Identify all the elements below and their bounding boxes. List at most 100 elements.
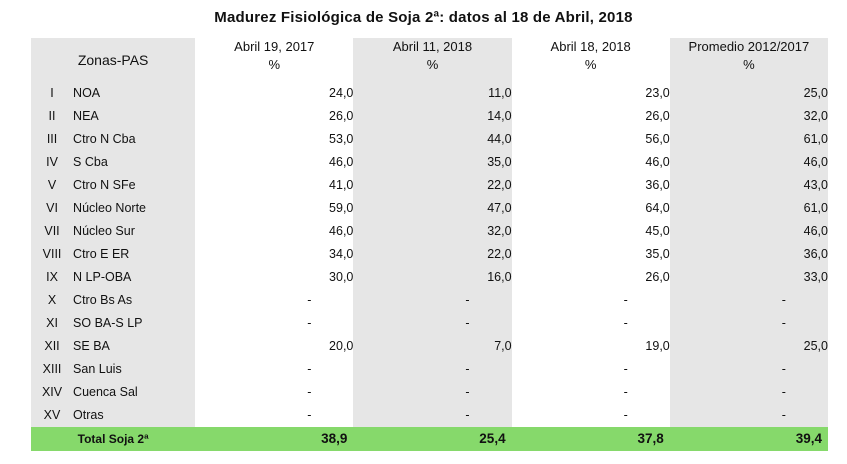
value-cell: - bbox=[623, 408, 628, 422]
zone-number: III bbox=[31, 128, 74, 151]
value-cell: 35,0 bbox=[645, 247, 670, 261]
column-header-label: Abril 18, 2018 bbox=[550, 39, 631, 54]
total-value: 37,8 bbox=[511, 427, 670, 451]
value-cell: 46,0 bbox=[329, 224, 354, 238]
total-value: 38,9 bbox=[195, 427, 354, 451]
value-cell: - bbox=[307, 408, 312, 422]
value-cell: 16,0 bbox=[353, 266, 512, 289]
value-cell: 11,0 bbox=[353, 82, 512, 105]
zone-number: XIV bbox=[31, 381, 74, 404]
zone-name: Otras bbox=[73, 404, 196, 427]
column-header: Promedio 2012/2017 % bbox=[669, 38, 828, 82]
value-cell: 19,0 bbox=[645, 339, 670, 353]
value-cell: 47,0 bbox=[353, 197, 512, 220]
table-row: I NOA 24,0 11,0 23,0 25,0 bbox=[31, 82, 828, 105]
zone-name: Ctro N SFe bbox=[73, 174, 196, 197]
column-header-label: Promedio 2012/2017 bbox=[688, 39, 810, 54]
value-cell: - bbox=[669, 358, 828, 381]
total-row: Total Soja 2ª 38,9 25,4 37,8 39,4 bbox=[31, 427, 828, 451]
value-cell: 35,0 bbox=[353, 151, 512, 174]
table-row: V Ctro N SFe 41,0 22,0 36,0 43,0 bbox=[31, 174, 828, 197]
value-cell: 43,0 bbox=[669, 174, 828, 197]
zone-name: SE BA bbox=[73, 335, 196, 358]
value-cell: - bbox=[623, 293, 628, 307]
column-header-unit: % bbox=[426, 57, 439, 72]
value-cell: - bbox=[353, 289, 512, 312]
column-header-unit: % bbox=[743, 57, 755, 72]
value-cell: 64,0 bbox=[645, 201, 670, 215]
value-cell: - bbox=[669, 289, 828, 312]
value-cell: 23,0 bbox=[645, 86, 670, 100]
value-cell: - bbox=[353, 312, 512, 335]
table-row: XII SE BA 20,0 7,0 19,0 25,0 bbox=[31, 335, 828, 358]
column-header-label: Abril 19, 2017 bbox=[234, 39, 315, 54]
value-cell: 7,0 bbox=[353, 335, 512, 358]
column-header: Abril 19, 2017 % bbox=[195, 38, 353, 82]
value-cell: 61,0 bbox=[669, 197, 828, 220]
value-cell: - bbox=[353, 404, 512, 427]
value-cell: 36,0 bbox=[645, 178, 670, 192]
zone-number: IV bbox=[31, 151, 74, 174]
total-value: 25,4 bbox=[353, 427, 512, 451]
value-cell: 25,0 bbox=[669, 82, 828, 105]
table-row: VIII Ctro E ER 34,0 22,0 35,0 36,0 bbox=[31, 243, 828, 266]
zone-name: Ctro N Cba bbox=[73, 128, 196, 151]
zone-number: VI bbox=[31, 197, 74, 220]
value-cell: - bbox=[669, 312, 828, 335]
value-cell: - bbox=[623, 316, 628, 330]
value-cell: 25,0 bbox=[669, 335, 828, 358]
value-cell: 34,0 bbox=[329, 247, 354, 261]
value-cell: - bbox=[307, 362, 312, 376]
zone-name: Núcleo Sur bbox=[73, 220, 196, 243]
table-row: XI SO BA-S LP - - - - bbox=[31, 312, 828, 335]
zone-number: X bbox=[31, 289, 74, 312]
table-row: VI Núcleo Norte 59,0 47,0 64,0 61,0 bbox=[31, 197, 828, 220]
value-cell: 45,0 bbox=[645, 224, 670, 238]
value-cell: 59,0 bbox=[329, 201, 354, 215]
value-cell: 20,0 bbox=[329, 339, 354, 353]
value-cell: 56,0 bbox=[645, 132, 670, 146]
value-cell: - bbox=[307, 316, 312, 330]
value-cell: 33,0 bbox=[669, 266, 828, 289]
zone-name: San Luis bbox=[73, 358, 196, 381]
value-cell: 53,0 bbox=[329, 132, 354, 146]
zone-number: XV bbox=[31, 404, 74, 427]
zone-name: Ctro E ER bbox=[73, 243, 196, 266]
value-cell: 41,0 bbox=[329, 178, 354, 192]
value-cell: 46,0 bbox=[669, 151, 828, 174]
zone-header: Zonas-PAS bbox=[31, 38, 196, 82]
column-header-label: Abril 11, 2018 bbox=[392, 39, 473, 54]
table-row: XIII San Luis - - - - bbox=[31, 358, 828, 381]
maturity-table: Zonas-PAS Abril 19, 2017 % Abril 11, 201… bbox=[31, 38, 828, 451]
zone-name: NEA bbox=[73, 105, 196, 128]
page-title: Madurez Fisiológica de Soja 2ª: datos al… bbox=[214, 9, 633, 26]
zone-number: VII bbox=[31, 220, 74, 243]
total-value: 39,4 bbox=[669, 427, 828, 451]
table-row: IX N LP-OBA 30,0 16,0 26,0 33,0 bbox=[31, 266, 828, 289]
zone-number: IX bbox=[31, 266, 74, 289]
value-cell: 22,0 bbox=[353, 243, 512, 266]
column-header: Abril 18, 2018 % bbox=[512, 38, 670, 82]
value-cell: 44,0 bbox=[353, 128, 512, 151]
column-header: Abril 11, 2018 % bbox=[353, 38, 512, 82]
column-header-unit: % bbox=[268, 57, 281, 72]
value-cell: - bbox=[623, 385, 628, 399]
value-cell: 30,0 bbox=[329, 270, 354, 284]
value-cell: 32,0 bbox=[353, 220, 512, 243]
value-cell: - bbox=[623, 362, 628, 376]
value-cell: 61,0 bbox=[669, 128, 828, 151]
value-cell: 26,0 bbox=[329, 109, 354, 123]
table-row: III Ctro N Cba 53,0 44,0 56,0 61,0 bbox=[31, 128, 828, 151]
value-cell: - bbox=[669, 381, 828, 404]
value-cell: 36,0 bbox=[669, 243, 828, 266]
zone-name: Cuenca Sal bbox=[73, 381, 196, 404]
zone-name: Ctro Bs As bbox=[73, 289, 196, 312]
column-header-unit: % bbox=[584, 57, 597, 72]
value-cell: 26,0 bbox=[645, 270, 670, 284]
header-row: Zonas-PAS Abril 19, 2017 % Abril 11, 201… bbox=[31, 38, 828, 82]
zone-number: V bbox=[31, 174, 74, 197]
zone-number: XI bbox=[31, 312, 74, 335]
zone-number: I bbox=[31, 82, 74, 105]
zone-number: VIII bbox=[31, 243, 74, 266]
value-cell: - bbox=[353, 358, 512, 381]
